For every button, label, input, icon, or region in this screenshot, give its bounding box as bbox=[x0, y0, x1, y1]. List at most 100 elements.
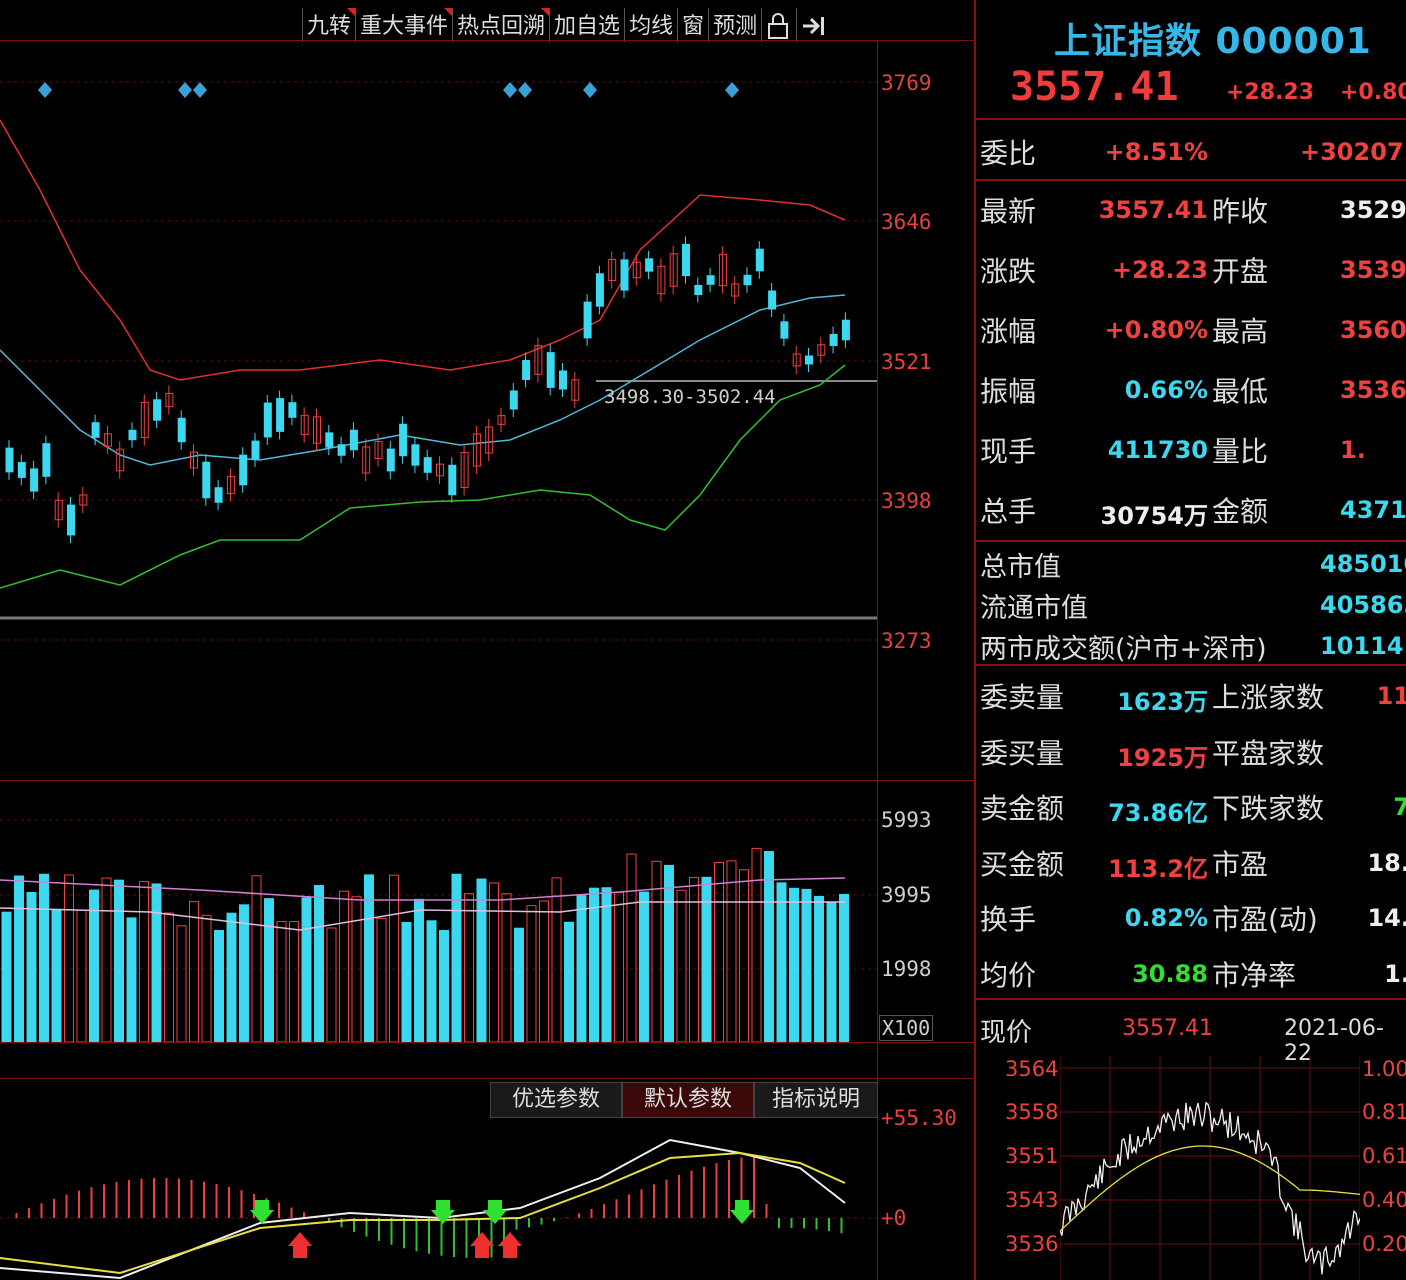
candle-body bbox=[42, 443, 51, 477]
volume-bar bbox=[451, 873, 462, 1042]
stat-value: 18. bbox=[1367, 848, 1406, 877]
volume-bar bbox=[501, 893, 512, 1042]
candle-body bbox=[140, 401, 149, 439]
macd-tick: +55.30 bbox=[881, 1106, 957, 1130]
stat-label: 买金额 bbox=[980, 847, 1065, 881]
volume-bar bbox=[39, 873, 49, 1042]
market-label: 流通市值 bbox=[980, 593, 1088, 624]
tab-indicator-help[interactable]: 指标说明 bbox=[754, 1082, 878, 1118]
kline-chart[interactable] bbox=[0, 40, 877, 780]
macd-chart[interactable] bbox=[0, 1118, 877, 1280]
candle-body bbox=[239, 454, 248, 486]
separator bbox=[976, 664, 1406, 666]
candle-body bbox=[718, 253, 727, 287]
market-value: 485010 bbox=[1320, 550, 1406, 578]
volume-bar bbox=[401, 921, 412, 1042]
volume-bar bbox=[226, 912, 237, 1042]
candle-body bbox=[349, 429, 358, 451]
tab-default-params[interactable]: 默认参数 bbox=[622, 1082, 754, 1118]
volume-bar bbox=[676, 889, 687, 1042]
volume-bar bbox=[564, 921, 574, 1042]
toolbar-hotspot-review-button[interactable]: 热点回溯 bbox=[452, 8, 550, 42]
toolbar-jiuzhuan-button[interactable]: 九转 bbox=[302, 8, 356, 42]
lock-icon[interactable] bbox=[761, 8, 796, 42]
volume-ma-line bbox=[0, 877, 846, 901]
quote-label: 最高 bbox=[1212, 315, 1269, 348]
now-label: 现价 bbox=[980, 1018, 1033, 1048]
stat-label: 市盈 bbox=[1212, 847, 1269, 881]
volume-bar bbox=[751, 847, 762, 1042]
candle-body bbox=[436, 463, 444, 477]
candle-body bbox=[91, 422, 100, 438]
candle-body bbox=[374, 440, 383, 460]
buy-signal-arrow-icon bbox=[498, 1232, 522, 1258]
volume-bar bbox=[601, 887, 612, 1042]
event-marker-icon bbox=[583, 82, 597, 98]
toolbar-ma-button[interactable]: 均线 bbox=[624, 8, 677, 42]
volume-bar bbox=[801, 888, 812, 1042]
volume-bar bbox=[576, 895, 587, 1042]
event-marker-icon bbox=[503, 82, 517, 98]
separator bbox=[976, 118, 1406, 120]
price-tick: 3769 bbox=[881, 71, 932, 95]
tab-optimal-params[interactable]: 优选参数 bbox=[490, 1082, 622, 1118]
candle-body bbox=[645, 258, 654, 272]
volume-tick: 3995 bbox=[881, 883, 932, 907]
boll-lower-line bbox=[0, 364, 846, 589]
volume-bar bbox=[14, 875, 24, 1042]
candle-body bbox=[669, 253, 678, 287]
candle-body bbox=[780, 321, 789, 339]
quote-value: +0.80% bbox=[1104, 316, 1208, 344]
candle-body bbox=[386, 448, 395, 472]
volume-border bbox=[0, 780, 975, 781]
candle-body bbox=[362, 446, 371, 474]
stat-value: 30.88 bbox=[1132, 959, 1208, 988]
candle-body bbox=[165, 392, 174, 408]
volume-bar bbox=[714, 861, 724, 1042]
price-tick: 3521 bbox=[881, 350, 932, 374]
toolbar-add-favorite-button[interactable]: 加自选 bbox=[549, 8, 624, 42]
volume-bar bbox=[76, 909, 87, 1042]
intraday-avg-line bbox=[1060, 1145, 1360, 1232]
toolbar-window-button[interactable]: 窗 bbox=[677, 8, 708, 42]
macd-top-border bbox=[0, 1078, 975, 1079]
dif-line bbox=[0, 1138, 846, 1280]
exit-arrow-icon[interactable] bbox=[796, 8, 831, 42]
sell-signal-arrow-icon bbox=[730, 1200, 754, 1224]
current-price: 3557.41 bbox=[1010, 64, 1179, 110]
quote-value: +28.23 bbox=[1111, 256, 1208, 284]
candle-body bbox=[632, 261, 641, 279]
volume-chart[interactable] bbox=[0, 780, 877, 1042]
intraday-chart[interactable] bbox=[1060, 1056, 1360, 1280]
quote-value: 4371 bbox=[1340, 496, 1406, 524]
event-marker-icon bbox=[725, 82, 739, 98]
stat-value: 1623万 bbox=[1117, 688, 1208, 716]
volume-bar bbox=[326, 927, 337, 1042]
candle-body bbox=[805, 355, 813, 365]
boll-mid-line bbox=[0, 294, 846, 466]
toolbar-major-events-button[interactable]: 重大事件 bbox=[355, 8, 453, 42]
volume-bar bbox=[301, 897, 312, 1042]
candle-body bbox=[128, 429, 137, 441]
volume-bar bbox=[64, 874, 74, 1042]
candle-body bbox=[325, 432, 334, 448]
boll-upper-line bbox=[0, 119, 846, 381]
candle-body bbox=[657, 265, 666, 295]
separator bbox=[976, 179, 1406, 181]
candle-body bbox=[251, 440, 260, 460]
sell-signal-arrow-icon bbox=[483, 1200, 507, 1224]
quote-label: 量比 bbox=[1212, 435, 1269, 468]
quote-value: 3529. bbox=[1340, 196, 1406, 224]
volume-bar bbox=[26, 892, 37, 1042]
candle-body bbox=[337, 444, 346, 456]
candle-body bbox=[509, 390, 518, 410]
intraday-price-tick: 3536 bbox=[1005, 1232, 1059, 1256]
toolbar-forecast-button[interactable]: 预测 bbox=[708, 8, 761, 42]
candle-body bbox=[768, 290, 777, 310]
volume-bar bbox=[726, 860, 737, 1042]
candle-body bbox=[300, 414, 309, 436]
candle-body bbox=[423, 457, 432, 473]
quote-value: 3539. bbox=[1340, 256, 1406, 284]
stat-label: 均价 bbox=[980, 958, 1037, 992]
volume-bar bbox=[126, 917, 137, 1042]
